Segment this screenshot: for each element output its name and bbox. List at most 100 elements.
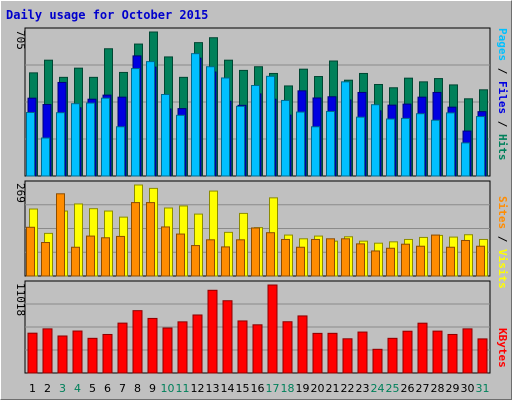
- pages-bar: [131, 68, 140, 177]
- kbytes-bar: [177, 321, 188, 374]
- kbytes-bar: [27, 332, 38, 374]
- kbytes-bar: [417, 322, 428, 374]
- kbytes-bar: [267, 284, 278, 374]
- day-tick-label: 11: [176, 382, 190, 395]
- sites-bar: [41, 242, 50, 277]
- legend-text: Hits: [496, 134, 509, 161]
- kbytes-bar: [402, 330, 413, 374]
- kbytes-bar: [222, 300, 233, 374]
- day-tick-label: 24: [371, 382, 385, 395]
- sites-bar: [161, 226, 170, 277]
- pages-bar: [461, 142, 470, 177]
- legend-text: /: [496, 229, 509, 249]
- kbytes-bar: [387, 337, 398, 374]
- pages-bar: [296, 111, 305, 177]
- sites-bar: [26, 226, 35, 277]
- legend-label: Sites / Visits: [496, 196, 509, 289]
- sites-bar: [116, 235, 125, 277]
- kbytes-bar: [162, 327, 173, 374]
- sites-bar: [101, 237, 110, 277]
- legend-label: Pages / Files / Hits: [496, 28, 509, 161]
- kbytes-bar: [102, 333, 113, 374]
- day-tick-label: 9: [149, 382, 156, 395]
- day-tick-label: 25: [386, 382, 400, 395]
- day-tick-label: 5: [89, 382, 96, 395]
- y-max-label: 269: [14, 183, 27, 203]
- pages-bar: [101, 97, 110, 177]
- day-tick-label: 1: [29, 382, 36, 395]
- y-max-label: 11018: [14, 283, 27, 316]
- pages-bar: [56, 112, 65, 177]
- legend-text: /: [496, 114, 509, 134]
- kbytes-bar: [87, 337, 98, 374]
- kbytes-bar: [312, 332, 323, 374]
- sites-bar: [86, 235, 95, 277]
- pages-bar: [401, 117, 410, 177]
- sites-bar: [191, 245, 200, 277]
- legend-text: KBytes: [496, 328, 509, 368]
- chart-title: Daily usage for October 2015: [6, 8, 209, 22]
- kbytes-bar: [327, 332, 338, 374]
- sites-bar: [386, 247, 395, 277]
- day-tick-label: 26: [401, 382, 415, 395]
- kbytes-bar: [237, 320, 248, 374]
- sites-bar: [431, 234, 440, 277]
- pages-bar: [161, 94, 170, 177]
- day-tick-label: 30: [461, 382, 475, 395]
- day-tick-label: 16: [251, 382, 265, 395]
- kbytes-bar: [282, 321, 293, 374]
- sites-bar: [401, 243, 410, 277]
- legend-label: KBytes: [496, 328, 509, 368]
- sites-bar: [251, 227, 260, 277]
- legend-text: Sites: [496, 196, 509, 229]
- sites-bar: [296, 246, 305, 277]
- pages-bar: [416, 113, 425, 177]
- kbytes-bar: [357, 331, 368, 374]
- pages-bar: [191, 53, 200, 177]
- sites-bar: [131, 202, 140, 277]
- pages-bar: [326, 110, 335, 177]
- pages-bar: [266, 75, 275, 177]
- pages-bar: [431, 119, 440, 177]
- day-tick-label: 28: [431, 382, 445, 395]
- pages-bar: [116, 126, 125, 177]
- kbytes-bar: [447, 333, 458, 374]
- day-tick-label: 17: [266, 382, 280, 395]
- day-tick-label: 2: [44, 382, 51, 395]
- pages-bar: [311, 126, 320, 177]
- day-tick-label: 14: [221, 382, 235, 395]
- day-tick-label: 23: [356, 382, 370, 395]
- sites-bar: [56, 193, 65, 277]
- sites-bar: [326, 238, 335, 277]
- pages-bar: [356, 116, 365, 177]
- sites-bar: [236, 239, 245, 277]
- sites-bar: [371, 250, 380, 277]
- day-tick-label: 12: [191, 382, 205, 395]
- sites-bar: [281, 238, 290, 277]
- kbytes-bar: [57, 335, 68, 374]
- pages-bar: [86, 102, 95, 177]
- sites-bar: [221, 246, 230, 277]
- sites-bar: [311, 238, 320, 277]
- sites-bar: [176, 233, 185, 277]
- day-tick-label: 21: [326, 382, 340, 395]
- sites-bar: [461, 239, 470, 277]
- pages-bar: [251, 85, 260, 177]
- kbytes-bar: [147, 317, 158, 374]
- kbytes-bar: [192, 314, 203, 374]
- day-tick-label: 6: [104, 382, 111, 395]
- day-tick-label: 10: [161, 382, 175, 395]
- day-tick-label: 20: [311, 382, 325, 395]
- kbytes-bar: [252, 324, 263, 374]
- day-tick-label: 31: [476, 382, 490, 395]
- day-tick-label: 19: [296, 382, 310, 395]
- pages-bar: [26, 111, 35, 177]
- kbytes-bar: [342, 338, 353, 374]
- pages-bar: [71, 103, 80, 177]
- day-tick-label: 29: [446, 382, 460, 395]
- kbytes-bar: [207, 289, 218, 374]
- kbytes-bar: [462, 328, 473, 374]
- sites-bar: [356, 243, 365, 277]
- pages-bar: [41, 137, 50, 177]
